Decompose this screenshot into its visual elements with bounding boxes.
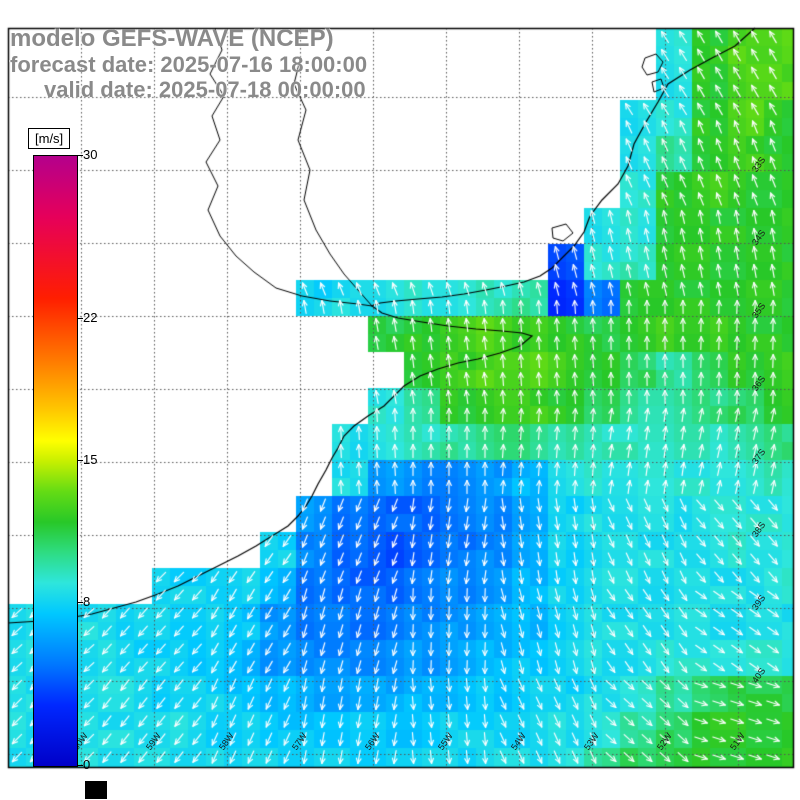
valid-date: valid date: 2025-07-18 00:00:00 <box>44 77 366 102</box>
colorbar-tick-label: 15 <box>83 452 98 467</box>
colorbar-tick-mark <box>77 317 83 319</box>
colorbar-tick-label: 8 <box>83 594 91 610</box>
title-block: modelo GEFS-WAVE (NCEP) forecast date: 2… <box>10 25 368 103</box>
colorbar-tick-mark <box>77 460 83 461</box>
colorbar-tick-mark <box>77 765 83 766</box>
colorbar <box>33 155 78 767</box>
bottom-left-mark <box>85 781 107 799</box>
colorbar-tick-mark <box>77 155 83 156</box>
colorbar-tick-label: 30 <box>83 147 98 162</box>
forecast-date: forecast date: 2025-07-16 18:00:00 <box>10 52 368 77</box>
colorbar-tick-label: 0 <box>83 757 91 772</box>
colorbar-tick-mark <box>77 602 83 604</box>
model-title: modelo GEFS-WAVE (NCEP) <box>10 25 334 52</box>
colorbar-unit-label: [m/s] <box>28 128 71 149</box>
colorbar-tick-label: 22 <box>83 309 98 325</box>
